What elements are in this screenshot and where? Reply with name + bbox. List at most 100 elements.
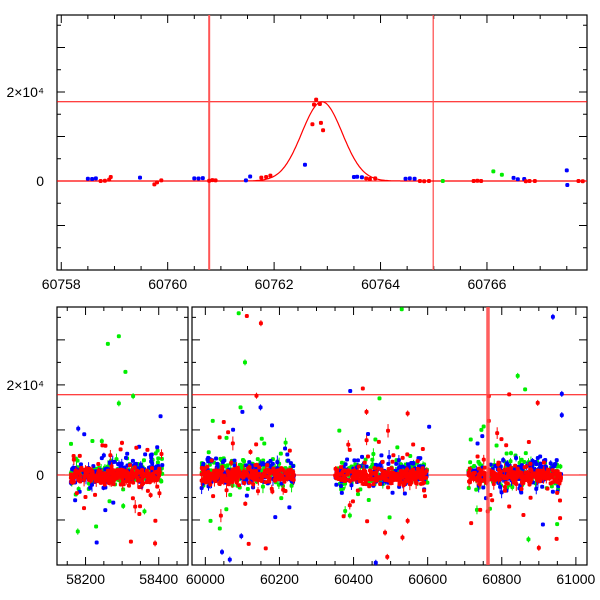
data-point: [519, 490, 524, 495]
data-point: [199, 466, 204, 471]
data-point: [395, 445, 400, 450]
data-point: [235, 476, 240, 481]
data-point: [405, 411, 410, 416]
data-point: [94, 478, 99, 483]
data-point: [351, 174, 356, 179]
data-point: [371, 482, 376, 487]
data-point: [123, 474, 128, 479]
data-point: [202, 466, 207, 471]
data-point: [504, 443, 509, 448]
data-point: [373, 176, 378, 181]
data-point: [249, 471, 254, 476]
data-point: [227, 557, 232, 562]
data-point: [287, 448, 292, 453]
data-point: [376, 466, 381, 471]
data-point: [131, 480, 136, 485]
data-point: [236, 483, 241, 488]
data-point: [542, 470, 547, 475]
data-point: [491, 169, 496, 174]
data-point: [355, 476, 360, 481]
data-point: [350, 477, 355, 482]
data-point: [158, 414, 163, 419]
data-point: [103, 443, 108, 448]
data-point: [505, 467, 510, 472]
data-point: [519, 486, 524, 491]
data-point: [101, 479, 106, 484]
data-point: [538, 454, 543, 459]
data-point: [126, 483, 131, 488]
data-point: [511, 175, 516, 180]
data-point: [153, 470, 158, 475]
data-point: [291, 477, 296, 482]
data-point: [373, 437, 378, 442]
data-point: [550, 489, 555, 494]
data-point: [376, 439, 381, 444]
y-tick-label: 2×10⁴: [6, 377, 44, 393]
data-point: [206, 469, 211, 474]
data-point: [494, 443, 499, 448]
data-point: [424, 469, 429, 474]
data-point: [82, 432, 87, 437]
data-point: [239, 463, 244, 468]
data-point: [244, 463, 249, 468]
data-point: [383, 477, 388, 482]
data-point: [229, 460, 234, 465]
data-point: [142, 509, 147, 514]
data-point: [74, 491, 79, 496]
data-point: [391, 473, 396, 478]
data-point: [218, 513, 223, 518]
top-panel: 60758 60760 60762 60764 60766 2×10⁴ 0: [6, 14, 588, 292]
y-tick-label: 2×10⁴: [6, 84, 44, 100]
data-point: [146, 477, 151, 482]
data-point: [85, 176, 90, 181]
data-point: [338, 465, 343, 470]
data-point: [192, 176, 197, 181]
data-point: [102, 482, 107, 487]
data-point: [97, 479, 102, 484]
data-point: [232, 458, 237, 463]
data-point: [467, 479, 472, 484]
data-point: [196, 176, 201, 181]
data-point: [216, 468, 221, 473]
data-point: [559, 413, 564, 418]
data-point: [553, 477, 558, 482]
data-point: [138, 462, 143, 467]
data-point: [554, 536, 559, 541]
data-point: [221, 475, 226, 480]
data-point: [140, 468, 145, 473]
data-point: [246, 541, 251, 546]
data-point: [291, 469, 296, 474]
data-point: [251, 482, 256, 487]
data-point: [277, 477, 282, 482]
data-point: [226, 476, 231, 481]
data-point: [425, 480, 430, 485]
data-point: [414, 481, 419, 486]
data-point: [220, 467, 225, 472]
data-point: [133, 472, 138, 477]
data-point: [546, 467, 551, 472]
data-point: [317, 102, 322, 107]
data-point: [472, 463, 477, 468]
data-point: [338, 476, 343, 481]
data-point: [359, 477, 364, 482]
data-point: [342, 468, 347, 473]
data-point: [148, 493, 153, 498]
data-point: [111, 500, 116, 505]
data-point: [203, 480, 208, 485]
data-point: [291, 464, 296, 469]
data-point: [130, 458, 135, 463]
data-point: [576, 178, 581, 183]
data-point: [138, 175, 143, 180]
data-point: [405, 479, 410, 484]
data-point: [365, 519, 370, 524]
data-point: [222, 458, 227, 463]
data-point: [467, 466, 472, 471]
data-point: [131, 394, 136, 399]
data-point: [270, 423, 275, 428]
data-point: [254, 462, 259, 467]
data-point: [234, 472, 239, 477]
data-point: [358, 473, 363, 478]
data-point: [283, 488, 288, 493]
data-point: [215, 473, 220, 478]
data-point: [360, 454, 365, 459]
